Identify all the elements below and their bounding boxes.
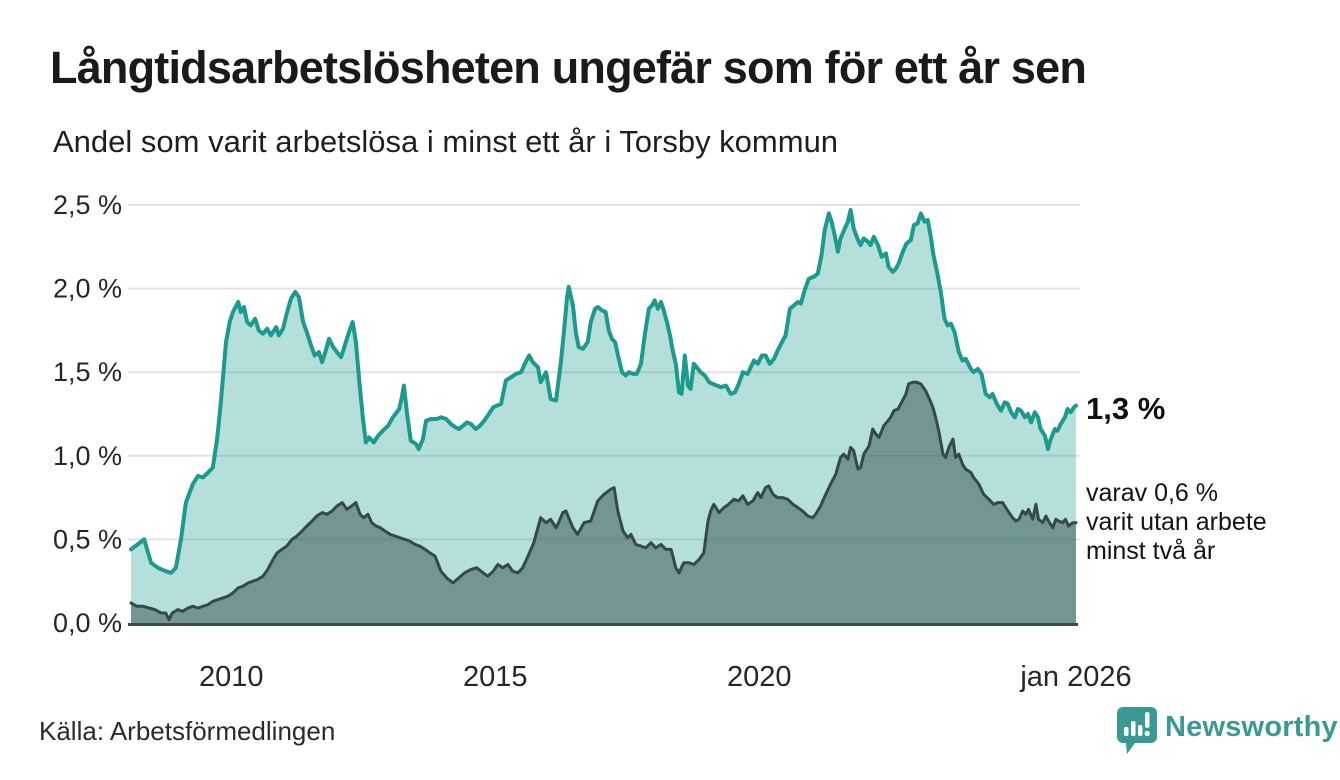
exclamation-stem: [1145, 712, 1150, 728]
chart-subtitle: Andel som varit arbetslösa i minst ett å…: [53, 124, 839, 159]
x-tick-label: 2010: [199, 661, 264, 693]
newsworthy-bubble-chart-icon: [1117, 707, 1157, 754]
bubble-shape: [1117, 707, 1157, 754]
x-tick-label: jan 2026: [1019, 661, 1131, 693]
secondary-annotation-line: varit utan arbete: [1086, 508, 1267, 536]
y-tick-label: 1,0 %: [53, 441, 122, 471]
y-tick-label: 2,0 %: [53, 274, 122, 304]
latest-value-label: 1,3 %: [1086, 391, 1166, 426]
line-one-year: [129, 208, 1078, 575]
y-tick-label: 0,5 %: [53, 524, 122, 554]
area-two-years: [131, 382, 1076, 623]
x-tick-label: 2015: [463, 661, 528, 693]
y-tick-label: 1,5 %: [53, 357, 122, 387]
exclamation-dot: [1144, 730, 1150, 737]
secondary-annotation: varav 0,6 % varit utan arbete minst två …: [1086, 479, 1267, 566]
bar-tall: [1131, 721, 1136, 736]
newsworthy-logo: Newsworthy: [1115, 703, 1338, 755]
bar-medium: [1138, 725, 1143, 736]
y-tick-label: 0,0 %: [53, 608, 122, 638]
chart-title: Långtidsarbetslösheten ungefär som för e…: [50, 42, 1087, 93]
line-two-years: [129, 380, 1078, 622]
y-tick-label: 2,5 %: [53, 190, 122, 220]
x-tick-label: 2020: [727, 661, 792, 693]
secondary-annotation-line: varav 0,6 %: [1086, 479, 1219, 507]
secondary-annotation-line: minst två år: [1086, 537, 1216, 565]
bar-small: [1124, 727, 1129, 736]
newsworthy-wordmark: Newsworthy: [1165, 711, 1338, 743]
source-label: Källa: Arbetsförmedlingen: [39, 716, 336, 746]
